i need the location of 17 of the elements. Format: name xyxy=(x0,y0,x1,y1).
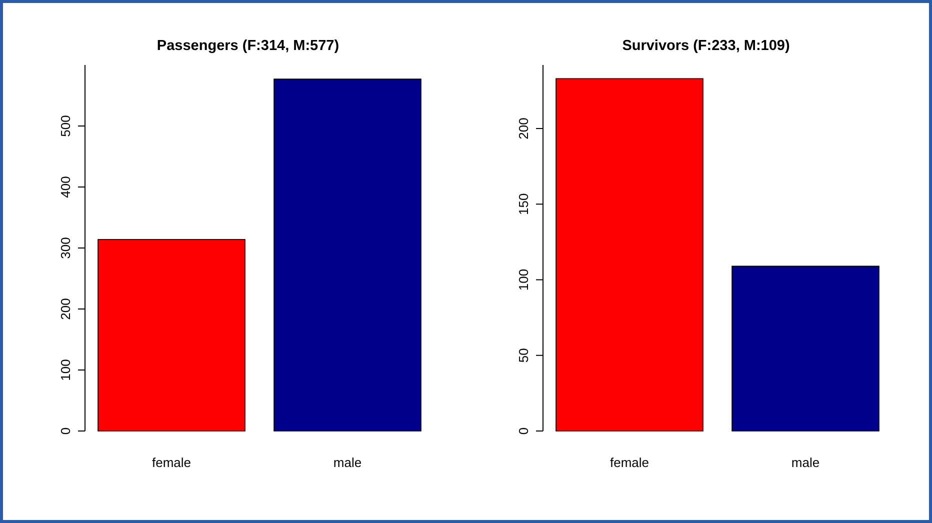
y-tick-label: 400 xyxy=(58,176,73,198)
y-tick-label: 200 xyxy=(58,298,73,320)
y-tick-label: 50 xyxy=(516,348,531,363)
y-tick-label: 0 xyxy=(516,427,531,435)
y-tick-label: 0 xyxy=(58,427,73,435)
y-tick-label: 100 xyxy=(516,268,531,291)
chart-title: Passengers (F:314, M:577) xyxy=(156,38,340,54)
y-tick-label: 300 xyxy=(58,237,73,259)
y-tick-label: 100 xyxy=(58,359,73,381)
x-tick-label: male xyxy=(333,455,362,470)
x-tick-label: male xyxy=(791,455,820,470)
chart-title: Survivors (F:233, M:109) xyxy=(622,38,790,54)
x-tick-label: female xyxy=(152,455,192,470)
x-tick-label: female xyxy=(610,455,650,470)
y-tick-label: 500 xyxy=(58,115,73,137)
y-tick-label: 150 xyxy=(516,193,531,215)
y-tick-label: 200 xyxy=(516,118,531,140)
